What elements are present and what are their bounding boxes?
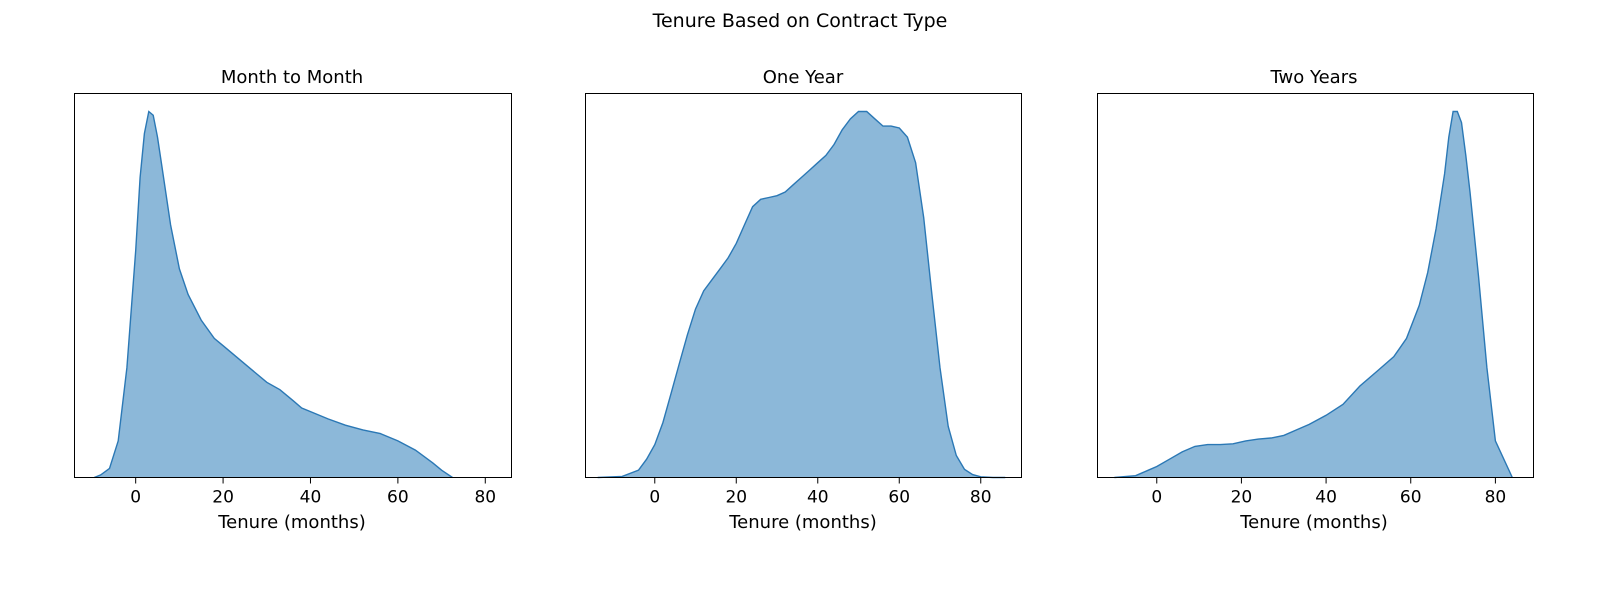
x-tick-label: 80 [1485,488,1507,508]
x-tick-label: 80 [474,488,496,508]
density-area [1114,111,1513,478]
x-tick-label: 20 [212,488,234,508]
plot-area [597,110,1006,479]
density-line [93,110,453,479]
x-tick-label: 40 [300,488,322,508]
panel-month-to-month: Month to Month 0 20 40 60 80 Tenure (months) [74,67,512,533]
density-line [1114,110,1513,479]
plot-area [93,110,453,479]
x-tick-label: 20 [1231,488,1253,508]
x-tick-label: 20 [725,488,747,508]
panel-title: Month to Month [221,67,363,88]
x-tick-label: 60 [1400,488,1422,508]
panel-title: Two Years [1270,67,1358,88]
x-axis-label: Tenure (months) [1239,512,1387,533]
x-ticks: 0 20 40 60 80 [1151,477,1507,508]
density-area [597,111,1006,478]
axes-frame [1097,93,1534,478]
panel-two-years: Two Years 0 20 40 60 80 Tenure (months) [1097,67,1534,533]
x-tick-label: 60 [387,488,409,508]
panel-title: One Year [763,67,844,88]
plot-area [1114,110,1513,479]
axes-frame [585,93,1022,478]
axes-frame [74,93,512,478]
figure-title: Tenure Based on Contract Type [652,10,948,32]
x-tick-label: 0 [649,488,660,508]
x-ticks: 0 20 40 60 80 [130,477,496,508]
x-tick-label: 40 [807,488,829,508]
x-ticks: 0 20 40 60 80 [649,477,992,508]
panel-one-year: One Year 0 20 40 60 80 Tenure (months) [585,67,1022,533]
density-area [94,111,453,478]
density-line [597,110,1006,479]
x-tick-label: 60 [888,488,910,508]
x-tick-label: 0 [130,488,141,508]
x-tick-label: 40 [1315,488,1337,508]
x-axis-label: Tenure (months) [217,512,365,533]
x-tick-label: 80 [970,488,992,508]
x-tick-label: 0 [1151,488,1162,508]
x-axis-label: Tenure (months) [728,512,876,533]
